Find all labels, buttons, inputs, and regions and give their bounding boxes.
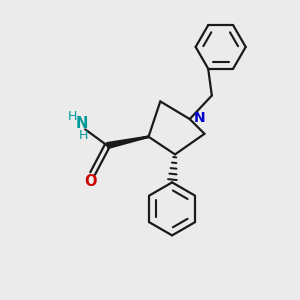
Text: O: O — [84, 174, 97, 189]
Text: H: H — [68, 110, 77, 123]
Text: N: N — [193, 111, 205, 124]
Text: N: N — [76, 116, 88, 131]
Text: H: H — [79, 129, 88, 142]
Polygon shape — [107, 136, 149, 148]
Polygon shape — [107, 136, 149, 146]
